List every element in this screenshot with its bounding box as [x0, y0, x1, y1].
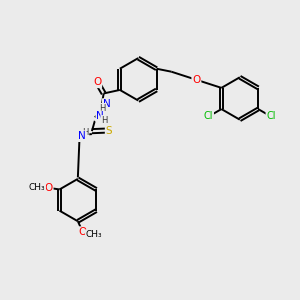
Text: O: O	[93, 77, 101, 87]
Text: N: N	[78, 131, 86, 141]
Text: S: S	[106, 126, 112, 136]
Text: H: H	[82, 128, 88, 137]
Text: O: O	[192, 75, 200, 85]
Text: H: H	[101, 116, 107, 125]
Text: N: N	[96, 111, 104, 122]
Text: N: N	[103, 99, 110, 109]
Text: Cl: Cl	[204, 111, 213, 121]
Text: Cl: Cl	[266, 111, 276, 121]
Text: CH₃: CH₃	[86, 230, 102, 239]
Text: H: H	[100, 104, 106, 113]
Text: CH₃: CH₃	[28, 184, 45, 193]
Text: O: O	[44, 183, 53, 193]
Text: O: O	[78, 227, 86, 237]
